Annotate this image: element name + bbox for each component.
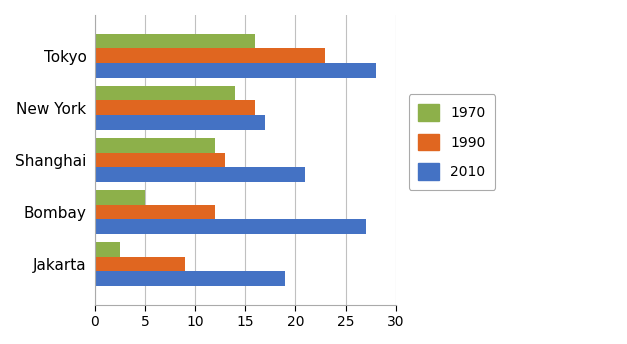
- Bar: [95, 100, 255, 115]
- Bar: [95, 219, 366, 234]
- Bar: [95, 115, 265, 130]
- Bar: [95, 63, 376, 77]
- Bar: [95, 49, 325, 63]
- Bar: [95, 86, 235, 100]
- Bar: [95, 257, 185, 271]
- Bar: [95, 138, 215, 152]
- Bar: [95, 167, 305, 182]
- Bar: [95, 152, 225, 167]
- Bar: [95, 271, 285, 286]
- Bar: [95, 205, 215, 219]
- Bar: [95, 190, 145, 205]
- Legend: 1970, 1990, 2010: 1970, 1990, 2010: [409, 94, 495, 190]
- Bar: [95, 242, 120, 257]
- Bar: [95, 34, 255, 49]
